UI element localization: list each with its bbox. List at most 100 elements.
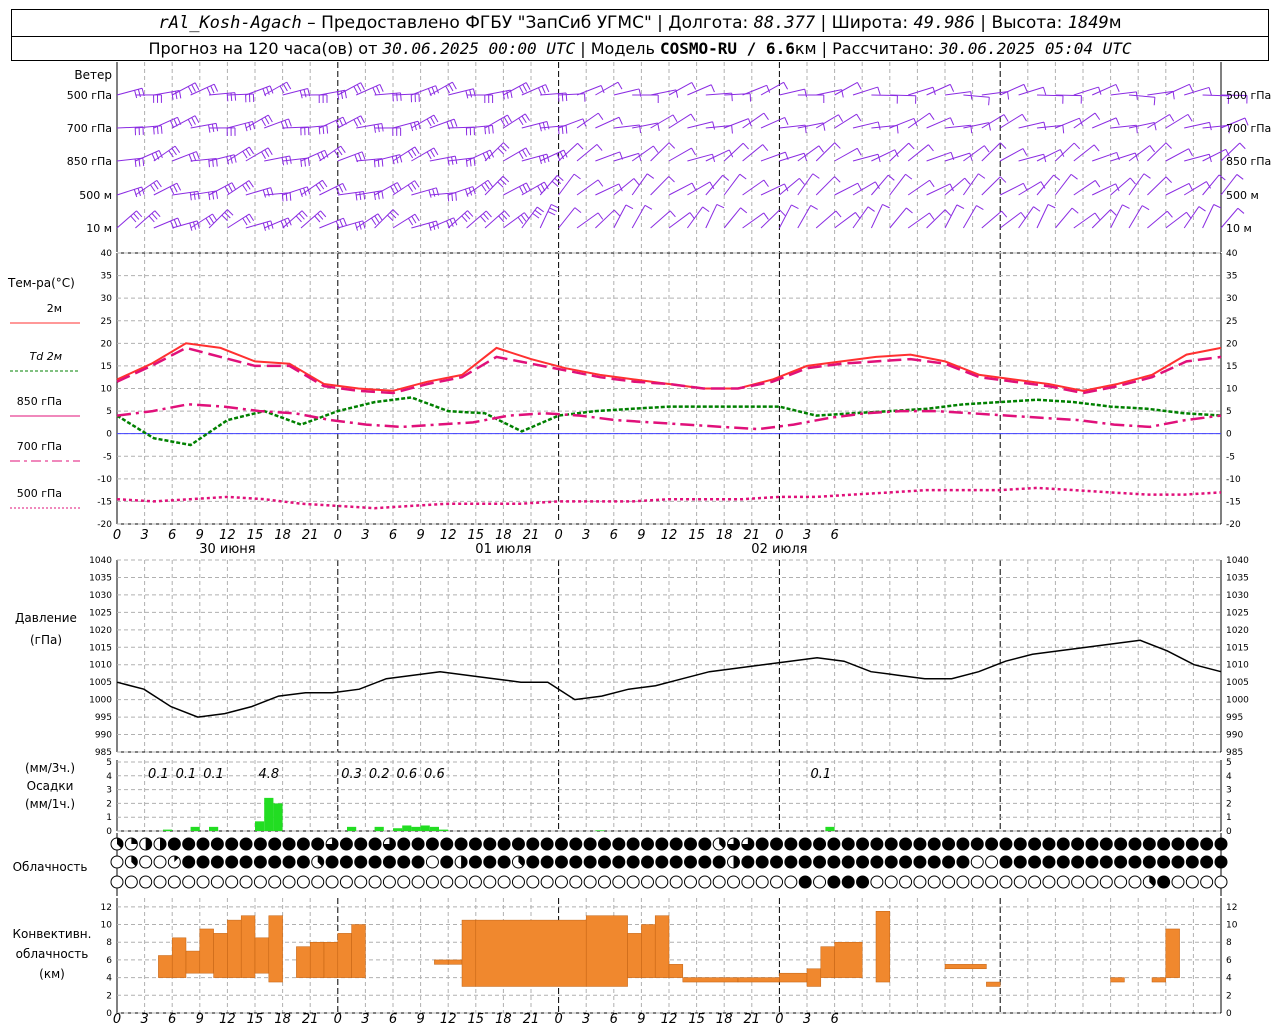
wind-barb-feather xyxy=(834,176,841,183)
wind-level-label-right: 700 гПа xyxy=(1226,122,1271,135)
conv-xtick: 0 xyxy=(334,1012,342,1024)
wind-barb-feather xyxy=(999,142,1007,149)
wind-barb xyxy=(1128,173,1145,196)
cloud-symbol xyxy=(583,837,597,851)
cloud-symbol xyxy=(196,855,210,869)
wind-barb-feather xyxy=(133,213,140,220)
conv-bar xyxy=(475,919,587,987)
wind-barb xyxy=(245,114,269,129)
header-station-line: rAl_Kosh-Agach – Предоставлено ФГБУ "Зап… xyxy=(12,11,1268,37)
wind-barb xyxy=(705,149,730,162)
cloud-symbol xyxy=(727,875,741,889)
conv-xtick: 21 xyxy=(302,1012,319,1024)
cloud-symbol xyxy=(1099,875,1113,889)
cloud-symbol xyxy=(1099,837,1113,851)
precip-bar xyxy=(374,826,384,831)
precip-ytick-right: 4 xyxy=(1226,772,1232,782)
wind-barb-feather xyxy=(242,150,248,159)
wind-barb-feather xyxy=(522,184,528,193)
wind-barb xyxy=(539,204,552,229)
cloud-fill xyxy=(461,856,468,868)
wind-barb xyxy=(1073,144,1095,162)
wind-barb xyxy=(926,117,951,129)
wind-barb-feather xyxy=(1213,204,1222,209)
wind-barb-feather xyxy=(503,142,510,149)
wind-barb-feather xyxy=(141,186,145,195)
cloud-symbol xyxy=(698,837,712,851)
wind-barb-feather xyxy=(547,211,556,216)
precip-ytick-left: 1 xyxy=(106,813,112,823)
cloud-symbol xyxy=(655,875,669,889)
cloud-symbol xyxy=(684,875,698,889)
cloud-symbol xyxy=(339,855,353,869)
wind-barb-feather xyxy=(1098,86,1102,95)
wind-barb-feather xyxy=(453,118,458,127)
wind-barb-feather xyxy=(537,185,543,194)
wind-barb-feather xyxy=(266,188,270,197)
wind-barb-feather xyxy=(867,206,875,212)
precip-ytick-right: 3 xyxy=(1226,786,1232,796)
cloud-symbol xyxy=(626,855,640,869)
conv-xtick: 12 xyxy=(661,1012,678,1024)
wind-barb-feather xyxy=(1188,183,1194,191)
wind-barb-feather xyxy=(479,215,486,223)
temp-ytick-left: 10 xyxy=(101,385,113,395)
cloud-symbol xyxy=(985,837,999,851)
conv-xtick: 0 xyxy=(113,1012,121,1024)
wind-barb-feather xyxy=(498,215,505,223)
wind-barb xyxy=(687,84,712,96)
wind-barb-feather xyxy=(1134,152,1139,161)
wind-barb-feather xyxy=(791,204,799,210)
wind-barb xyxy=(870,204,883,229)
provider-text: – Предоставлено ФГБУ "ЗапСиб УГМС" | Дол… xyxy=(301,13,754,33)
cloud-symbol xyxy=(856,875,870,889)
wind-barb xyxy=(153,90,180,96)
temp-xtick: 21 xyxy=(302,528,319,543)
wind-barb xyxy=(466,179,489,196)
cloud-symbol xyxy=(813,855,827,869)
cloud-symbol xyxy=(167,875,181,889)
pres-ytick-right: 1000 xyxy=(1226,696,1249,706)
conv-bar xyxy=(779,972,808,983)
wind-barb xyxy=(558,173,575,196)
precip-bar xyxy=(825,826,835,831)
wind-barb xyxy=(1055,174,1072,196)
temp-ytick-right: 0 xyxy=(1226,430,1232,440)
cloud-symbol xyxy=(999,837,1013,851)
cloud-symbol xyxy=(798,855,812,869)
pres-ytick-right: 1010 xyxy=(1226,661,1249,671)
wind-barb-feather xyxy=(739,173,747,180)
cloud-symbol xyxy=(1013,875,1027,889)
cloud-symbol xyxy=(956,875,970,889)
precip-total-label: 0.1 xyxy=(176,767,197,782)
wind-barb xyxy=(1128,145,1151,162)
wind-barb-feather xyxy=(709,181,715,190)
wind-barb xyxy=(1073,212,1096,229)
cloud-symbol xyxy=(655,855,669,869)
conv-ytick-left: 8 xyxy=(106,938,112,948)
grid-layer xyxy=(116,62,1222,1014)
cloud-symbol xyxy=(167,837,181,851)
wind-barb xyxy=(797,205,812,229)
wind-barb-feather xyxy=(563,149,568,158)
wind-barb-feather xyxy=(810,205,818,210)
wind-barb-feather xyxy=(339,219,344,228)
wind-barb-feather xyxy=(299,189,303,198)
temp-xtick: 15 xyxy=(688,528,705,543)
cloud-symbol xyxy=(612,837,626,851)
wind-barb-feather xyxy=(484,182,490,190)
wind-barb-feather xyxy=(818,145,824,153)
wind-barb xyxy=(797,122,824,129)
wind-barb xyxy=(1220,142,1241,162)
wind-barb-feather xyxy=(691,182,697,191)
wind-barb-feather xyxy=(230,92,233,102)
wind-barb-feather xyxy=(1236,174,1244,180)
wind-barb xyxy=(907,179,930,196)
wind-barb-feather xyxy=(229,155,233,164)
wind-barb-feather xyxy=(340,145,346,153)
cloud-symbol xyxy=(1042,837,1056,851)
wind-barb xyxy=(1220,207,1239,229)
wind-barb-feather xyxy=(320,210,327,218)
wind-barb-feather xyxy=(779,209,786,217)
